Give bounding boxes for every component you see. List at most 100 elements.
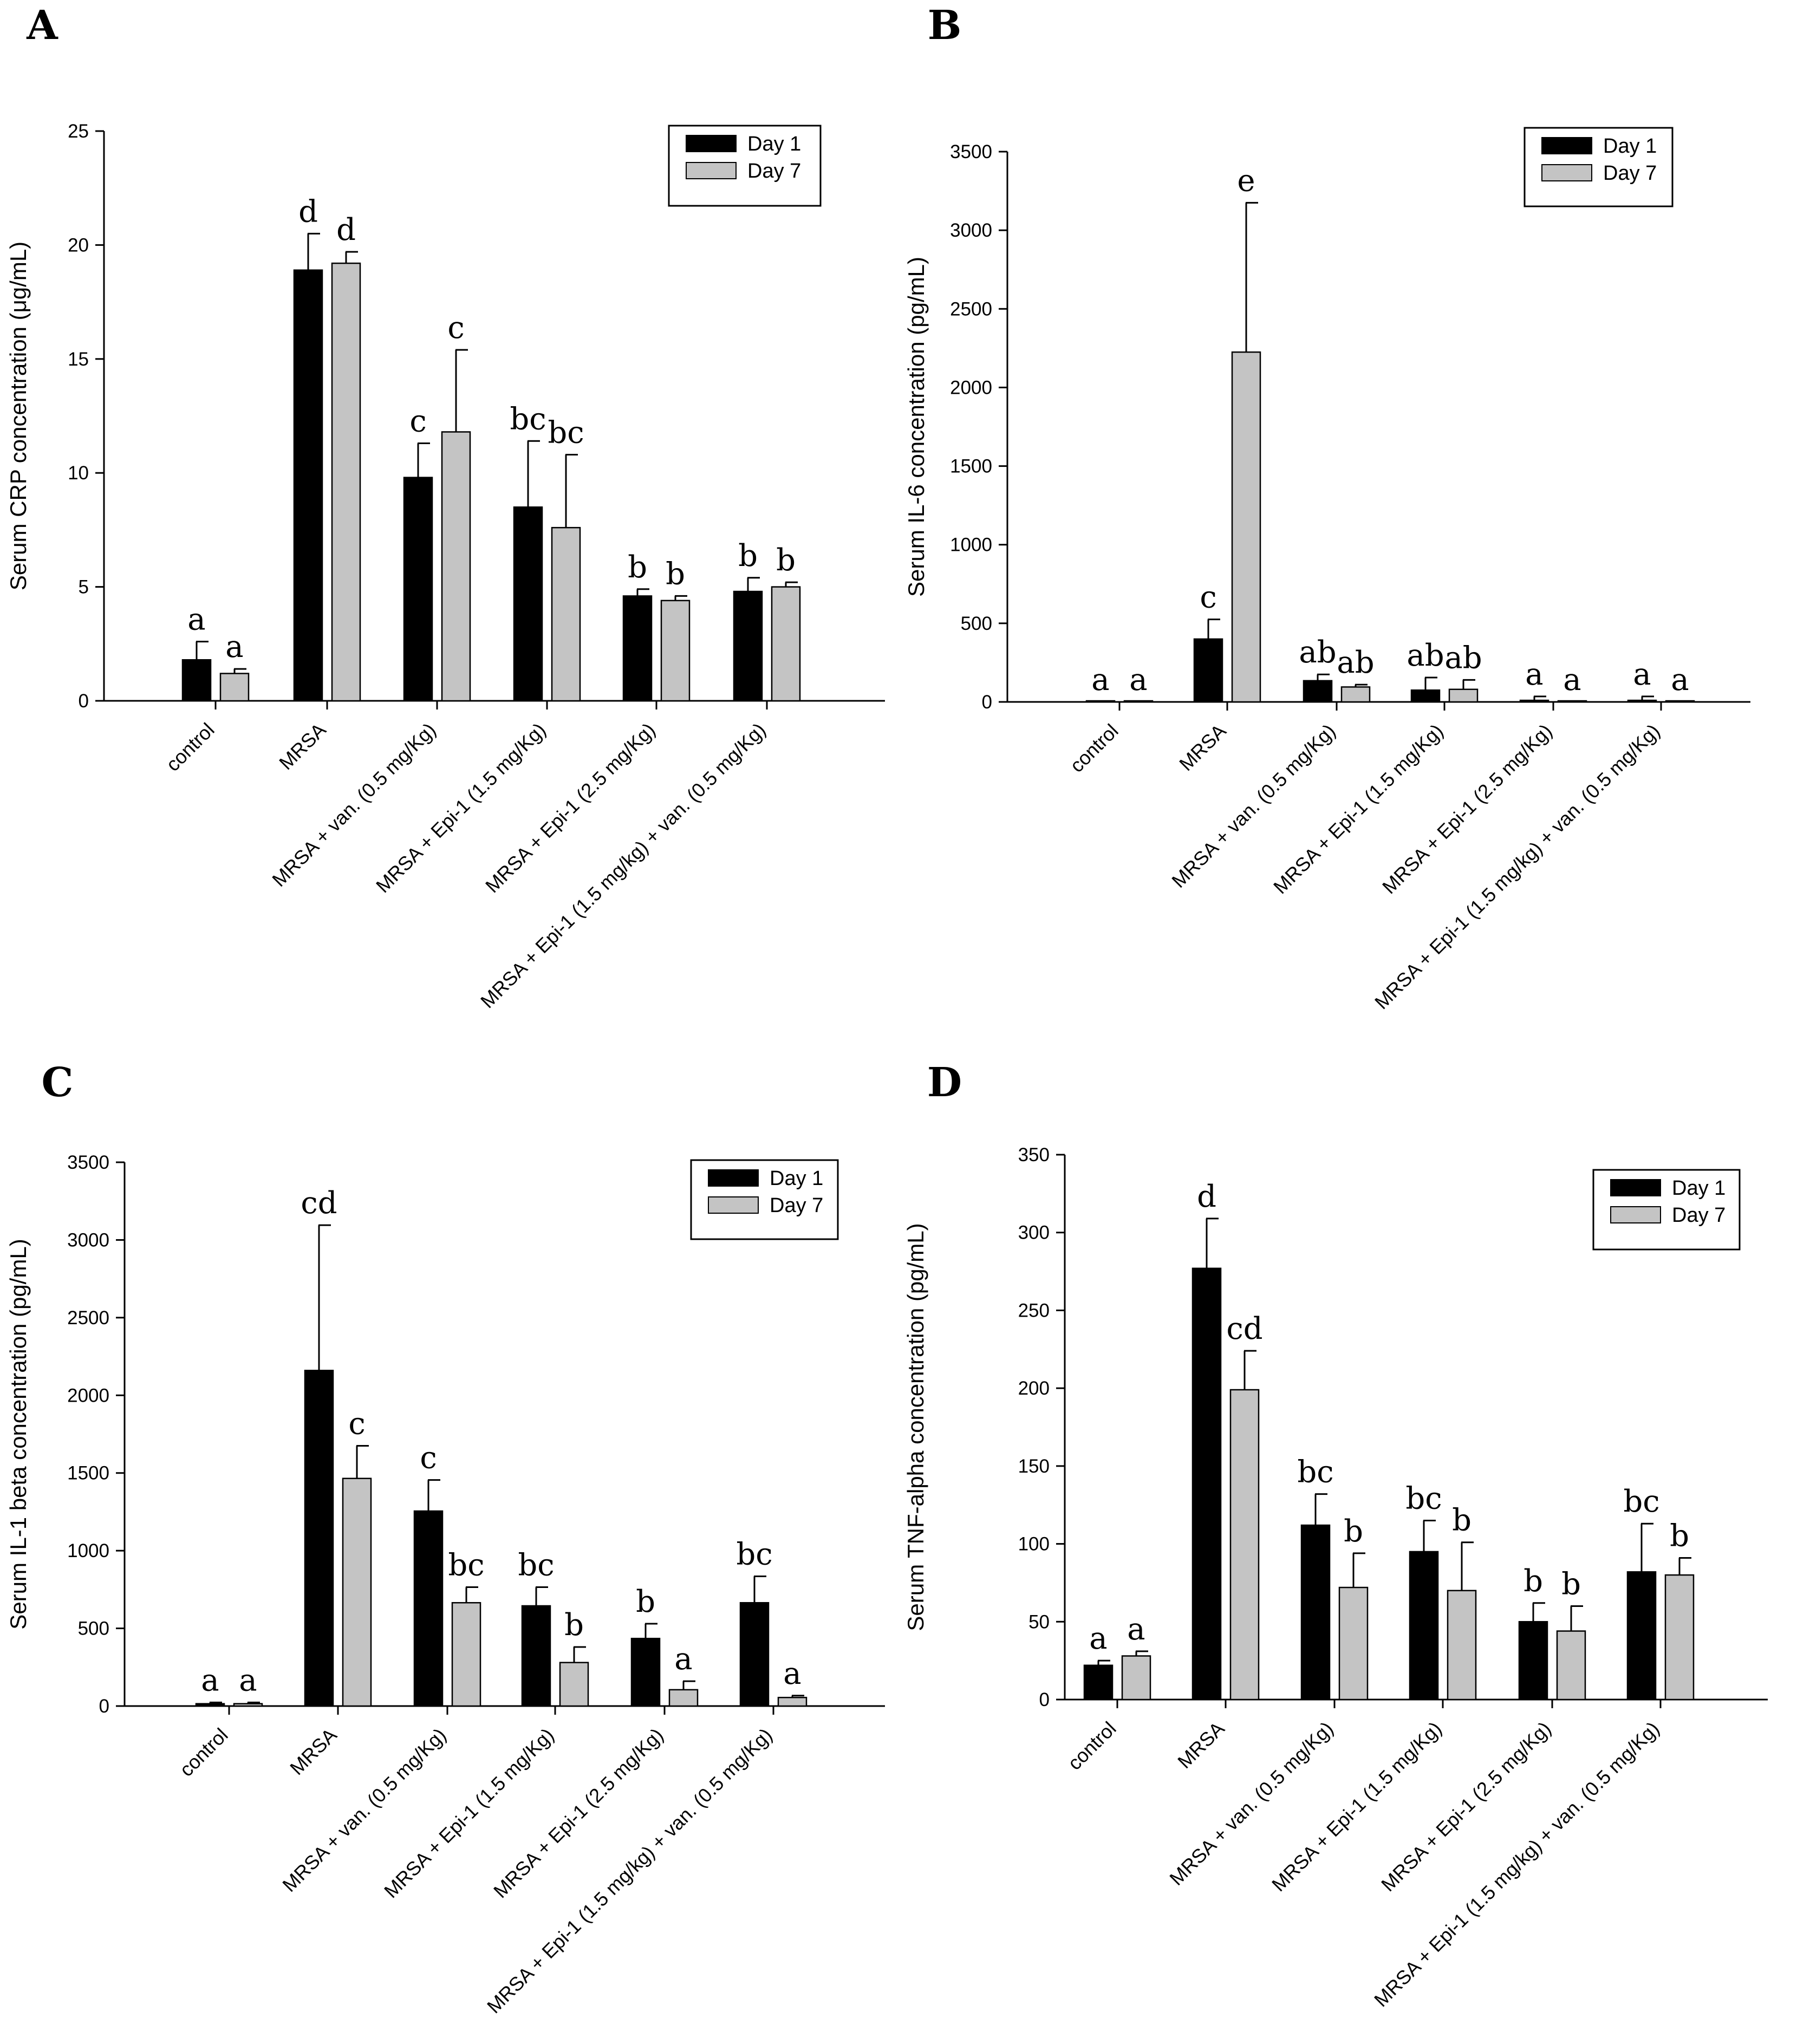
category-label: control [161,719,218,776]
bar [771,586,801,702]
bar [660,600,691,702]
bar [1627,699,1657,703]
y-tick-label: 15 [68,349,89,370]
y-tick-label: 500 [78,1618,109,1639]
category-label: MRSA [285,1724,341,1780]
significance-label: a [239,1663,257,1698]
legend-swatch [686,135,737,152]
legend-swatch [1541,164,1592,181]
significance-label: a [1671,662,1689,698]
legend-entry: Day 7 [1672,1204,1726,1227]
significance-label: a [187,602,205,637]
bar [1085,700,1116,703]
bar [1340,686,1371,703]
significance-label: bc [548,415,584,451]
bar [233,1703,263,1707]
significance-label: ab [1337,645,1374,680]
significance-label: d [336,212,356,248]
significance-label: c [447,310,464,346]
significance-label: b [1670,1518,1689,1553]
y-tick-label: 2500 [950,298,992,320]
significance-label: ab [1444,640,1482,675]
significance-label: ab [1407,638,1444,673]
y-tick-label: 100 [1018,1534,1050,1555]
significance-label: b [1344,1514,1363,1549]
y-tick-label: 1500 [67,1463,109,1484]
y-tick-label: 3500 [67,1152,109,1173]
bar [622,595,653,702]
significance-label: bc [510,401,546,437]
bar [1665,700,1695,703]
y-tick-label: 25 [68,121,89,142]
category-label: control [1063,1717,1120,1774]
panel-letter: B [928,2,962,49]
bar [413,1510,444,1707]
significance-label: c [420,1441,437,1476]
y-tick-label: 500 [961,613,992,634]
significance-label: bc [1405,1481,1442,1516]
significance-label: d [298,194,318,229]
significance-label: a [1127,1612,1145,1647]
category-label: control [175,1724,232,1781]
significance-label: b [776,543,796,578]
y-tick-label: 250 [1018,1300,1050,1321]
bar [219,673,250,702]
significance-label: a [1091,662,1109,698]
y-tick-label: 2500 [67,1307,109,1329]
bar [739,1602,770,1707]
y-tick-label: 1500 [950,456,992,477]
y-tick-label: 350 [1018,1144,1050,1166]
bar [1229,1389,1260,1701]
chart-panel-c: C 0 500 1000 1500 2000 2500 3000 3500 Serum IL-1 … [5,1059,885,2017]
legend-entry: Day 1 [747,133,801,155]
bar [1338,1586,1369,1701]
significance-label: b [1523,1564,1543,1599]
significance-label: b [636,1584,655,1619]
legend-swatch [708,1169,759,1187]
y-tick-label: 5 [79,577,89,598]
y-tick-label: 2000 [950,377,992,398]
bar [1193,638,1223,703]
significance-label: a [1525,657,1543,692]
y-tick-label: 50 [1028,1611,1050,1632]
panel-letter: C [42,1059,74,1106]
bar [1231,351,1261,703]
significance-label: b [738,538,758,574]
bar [403,477,433,702]
bar [1192,1267,1222,1701]
significance-label: a [1129,662,1147,698]
significance-label: a [783,1656,801,1691]
bar [1410,689,1441,703]
significance-label: d [1197,1179,1216,1214]
bar [441,431,471,702]
bar [195,1703,225,1707]
y-tick-label: 1000 [950,535,992,556]
bar [342,1477,372,1707]
legend-entry: Day 1 [1603,135,1657,158]
legend-entry: Day 1 [770,1167,823,1190]
significance-label: c [1200,580,1216,615]
y-tick-label: 1000 [67,1540,109,1561]
significance-label: cd [301,1186,337,1221]
bar [1447,1590,1477,1701]
chart-panel-a: A 0 5 10 15 20 25 Serum CRP concentration (μg/m… [5,2,885,1012]
bar [513,506,543,702]
category-label: control [1065,720,1122,777]
bar [777,1696,808,1707]
bar [1083,1664,1114,1701]
legend-entry: Day 7 [1603,162,1657,185]
significance-label: b [628,550,647,585]
y-axis-title: Serum IL-1 beta concentration (pg/mL) [5,1239,31,1629]
bar [521,1605,551,1707]
chart-panel-b: B 0 500 1000 1500 2000 2500 3000 3500 Serum IL-6 … [903,2,1750,1013]
significance-label: bc [448,1548,484,1583]
y-tick-label: 0 [982,692,992,713]
y-tick-label: 10 [68,463,89,484]
legend-swatch [686,162,737,179]
legend-swatch [1610,1179,1661,1196]
significance-label: a [674,1642,692,1677]
significance-label: b [1452,1503,1472,1538]
significance-label: e [1237,163,1255,198]
legend-entry: Day 1 [1672,1177,1726,1200]
